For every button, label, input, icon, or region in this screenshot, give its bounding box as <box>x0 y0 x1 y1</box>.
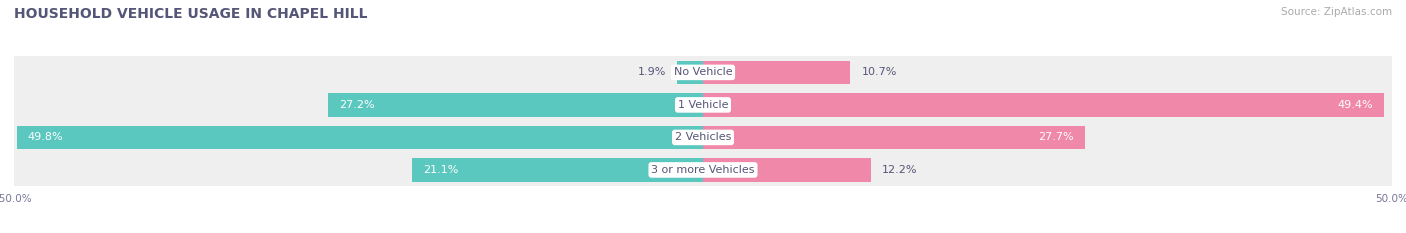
Text: 27.2%: 27.2% <box>339 100 375 110</box>
Bar <box>17 126 703 149</box>
Text: Source: ZipAtlas.com: Source: ZipAtlas.com <box>1281 7 1392 17</box>
Text: 12.2%: 12.2% <box>882 165 918 175</box>
Text: 1.9%: 1.9% <box>637 67 666 77</box>
Bar <box>328 93 703 116</box>
Text: 3 or more Vehicles: 3 or more Vehicles <box>651 165 755 175</box>
Bar <box>703 126 1084 149</box>
Text: 10.7%: 10.7% <box>862 67 897 77</box>
Bar <box>14 89 1392 121</box>
Text: 49.4%: 49.4% <box>1337 100 1372 110</box>
Text: 1 Vehicle: 1 Vehicle <box>678 100 728 110</box>
Text: 27.7%: 27.7% <box>1038 132 1074 142</box>
Text: No Vehicle: No Vehicle <box>673 67 733 77</box>
Text: 21.1%: 21.1% <box>423 165 458 175</box>
Text: HOUSEHOLD VEHICLE USAGE IN CHAPEL HILL: HOUSEHOLD VEHICLE USAGE IN CHAPEL HILL <box>14 7 367 21</box>
Text: 2 Vehicles: 2 Vehicles <box>675 132 731 142</box>
Bar <box>14 121 1392 154</box>
Bar <box>412 158 703 182</box>
Text: 49.8%: 49.8% <box>28 132 63 142</box>
Bar <box>703 93 1384 116</box>
Bar <box>14 56 1392 89</box>
Bar <box>676 61 703 84</box>
Bar <box>703 158 872 182</box>
Bar <box>14 154 1392 186</box>
Bar <box>703 61 851 84</box>
